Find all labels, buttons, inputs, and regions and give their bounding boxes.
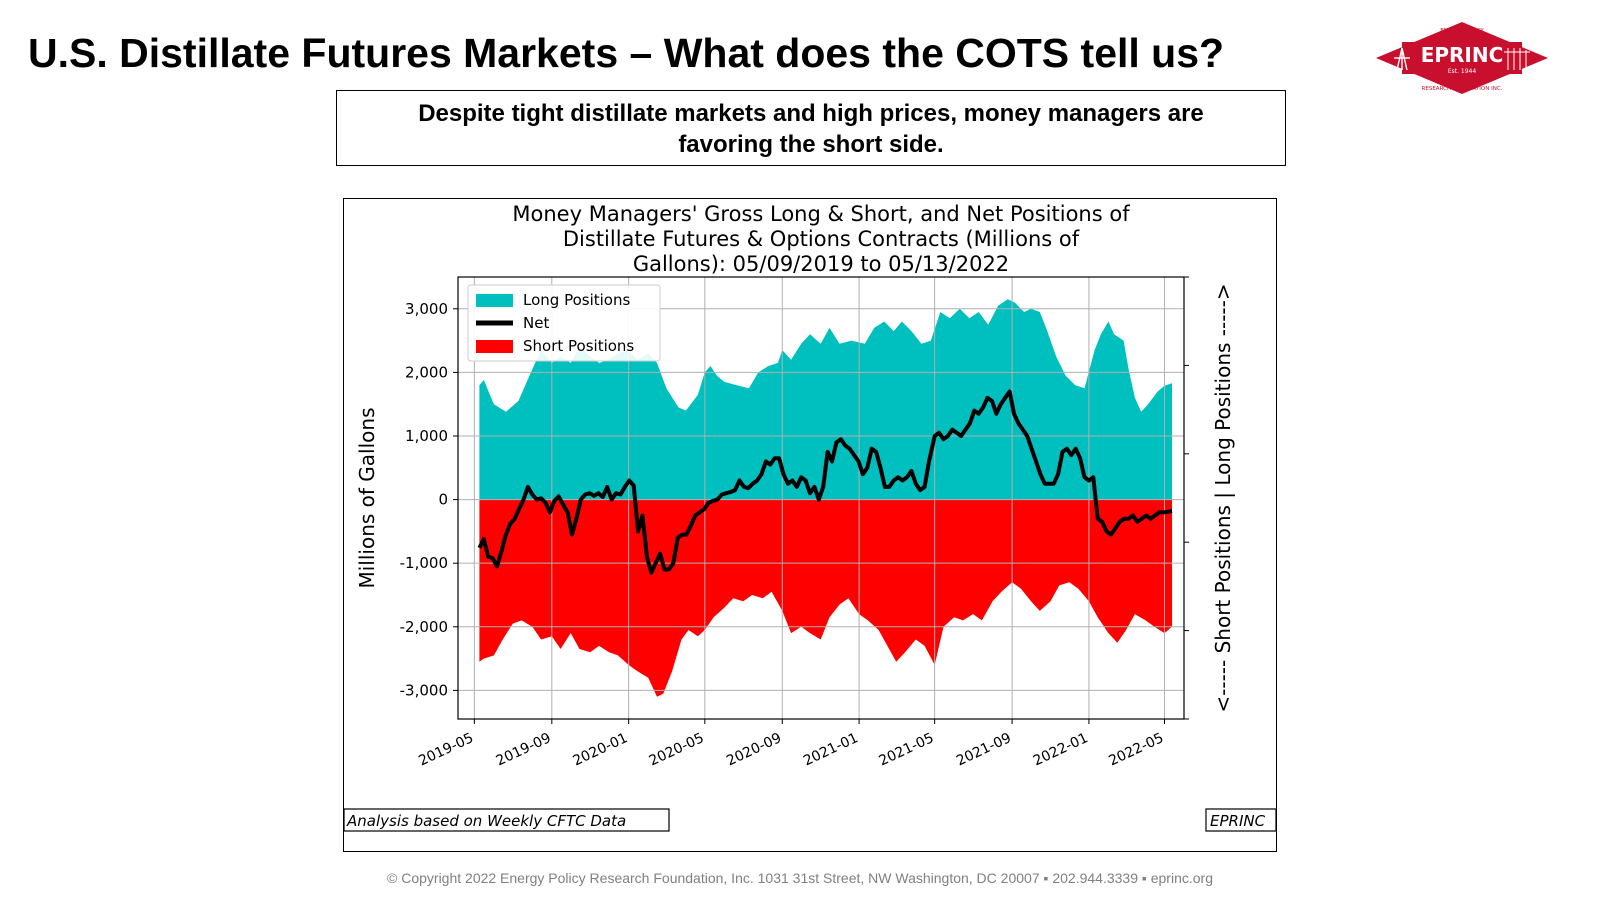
x-tick-label: 2022-05: [1106, 730, 1166, 769]
logo-est: Est. 1944: [1448, 68, 1477, 75]
legend-label: Short Positions: [523, 337, 634, 355]
y-axis-label: Millions of Gallons: [355, 407, 379, 588]
x-tick-label: 2019-09: [494, 730, 554, 769]
logo-arc-top: ENERGY POLICY: [1440, 28, 1484, 34]
logo-arc-bottom: RESEARCH FOUNDATION INC.: [1422, 86, 1503, 92]
x-tick-label: 2021-05: [877, 730, 937, 769]
chart-title-line: Distillate Futures & Options Contracts (…: [563, 227, 1080, 251]
chart-title-line: Gallons): 05/09/2019 to 05/13/2022: [633, 252, 1009, 276]
y-tick-label: 1,000: [405, 427, 448, 445]
copyright-footer: © Copyright 2022 Energy Policy Research …: [387, 870, 1213, 886]
logo-name: EPRINC: [1421, 43, 1504, 67]
y-tick-label: 3,000: [405, 300, 448, 318]
chart-title-line: Money Managers' Gross Long & Short, and …: [512, 202, 1130, 226]
x-tick-label: 2020-09: [724, 730, 784, 769]
short-positions-area: [479, 499, 1172, 697]
right-axis-label: <----- Short Positions | Long Positions …: [1211, 283, 1235, 712]
y-tick-label: -3,000: [400, 681, 448, 699]
x-tick-label: 2020-05: [647, 730, 707, 769]
legend-swatch: [476, 340, 513, 353]
legend-box: [467, 284, 661, 362]
legend-label: Long Positions: [523, 291, 630, 309]
plot-border: [457, 276, 1185, 720]
legend-label: Net: [523, 314, 549, 332]
x-tick-label: 2021-01: [801, 730, 861, 769]
callout-line-2: favoring the short side.: [678, 131, 944, 158]
callout-line-1: Despite tight distillate markets and hig…: [418, 100, 1204, 127]
slide-title: U.S. Distillate Futures Markets – What d…: [28, 30, 1225, 76]
note-right: EPRINC: [1210, 812, 1266, 830]
eprinc-logo: EPRINC Est. 1944 ENERGY POLICY RESEARCH …: [1376, 22, 1548, 94]
y-tick-label: 0: [438, 491, 448, 509]
callout-box: Despite tight distillate markets and hig…: [336, 90, 1286, 166]
chart-frame: Money Managers' Gross Long & Short, and …: [343, 198, 1277, 852]
note-left: Analysis based on Weekly CFTC Data: [346, 812, 626, 830]
x-tick-label: 2022-01: [1031, 730, 1091, 769]
positions-chart: Money Managers' Gross Long & Short, and …: [343, 202, 1277, 832]
y-tick-label: 2,000: [405, 363, 448, 381]
y-tick-label: -2,000: [400, 618, 448, 636]
long-positions-area: [479, 299, 1172, 500]
y-tick-label: -1,000: [400, 554, 448, 572]
net-line: [477, 389, 1173, 575]
note-left-box: [343, 808, 670, 832]
x-tick-label: 2019-05: [416, 730, 476, 769]
legend-swatch: [476, 294, 513, 307]
x-tick-label: 2020-01: [571, 730, 631, 769]
x-tick-label: 2021-09: [954, 730, 1014, 769]
